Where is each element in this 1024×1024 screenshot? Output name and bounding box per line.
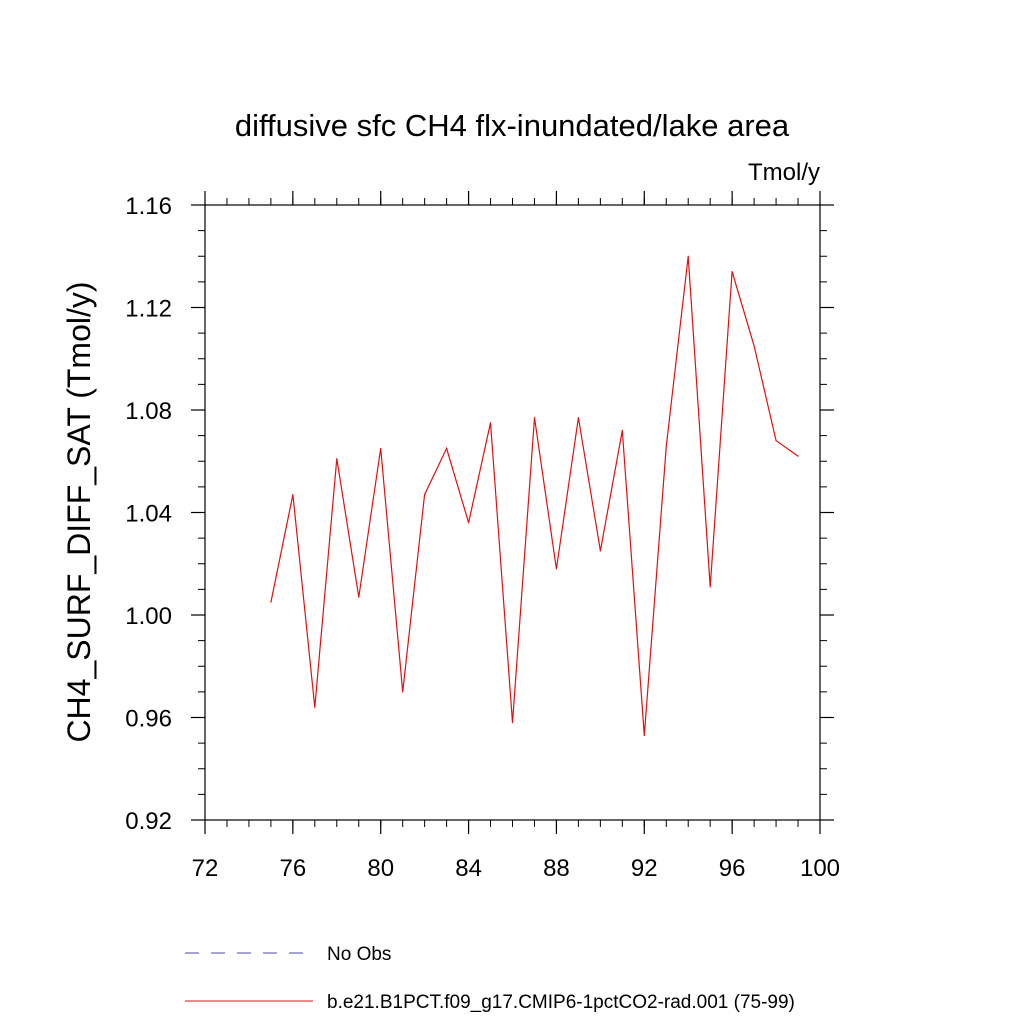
x-tick-label: 92 <box>631 855 658 882</box>
y-tick-label: 1.00 <box>125 603 172 630</box>
data-point <box>467 522 470 524</box>
plot-frame <box>204 204 821 821</box>
legend-label: No Obs <box>327 944 391 965</box>
x-tick-label: 84 <box>455 855 482 882</box>
data-point <box>599 550 601 552</box>
data-point <box>643 734 645 737</box>
y-tick-label: 0.92 <box>125 808 172 835</box>
data-point <box>577 417 579 419</box>
data-point <box>270 601 272 603</box>
x-tick-label: 96 <box>719 855 746 882</box>
data-point <box>533 417 536 419</box>
data-point <box>731 271 733 273</box>
x-tick-label: 72 <box>192 855 219 882</box>
data-point <box>511 722 514 724</box>
y-axis-label: CH4_SURF_DIFF_SAT (Tmol/y) <box>61 281 97 742</box>
series-layer <box>270 255 799 737</box>
data-point <box>621 429 623 432</box>
legend: No Obs b.e21.B1PCT.f09_g17.CMIP6-1pctCO2-… <box>185 944 795 1013</box>
data-point <box>292 493 294 496</box>
data-point <box>314 706 316 708</box>
data-point <box>775 440 777 442</box>
x-axis: 72 76 80 84 88 92 96 100 <box>192 191 840 882</box>
legend-label: b.e21.B1PCT.f09_g17.CMIP6-1pctCO2-rad.00… <box>327 992 795 1013</box>
units-label: Tmol/y <box>748 159 820 186</box>
y-tick-label: 1.04 <box>125 501 172 528</box>
legend-item: b.e21.B1PCT.f09_g17.CMIP6-1pctCO2-rad.00… <box>185 992 795 1013</box>
plot-border <box>204 204 821 821</box>
x-tick-label: 88 <box>543 855 570 882</box>
data-point <box>424 493 426 496</box>
legend-item: No Obs <box>185 944 391 965</box>
data-point <box>753 345 755 347</box>
y-tick-label: 0.96 <box>125 706 172 733</box>
data-point <box>709 586 711 588</box>
data-point <box>336 458 338 460</box>
x-tick-label: 80 <box>367 855 394 882</box>
data-point <box>489 422 492 424</box>
data-point <box>446 447 448 450</box>
y-tick-label: 1.12 <box>125 296 172 323</box>
chart-title: diffusive sfc CH4 flx-inundated/lake are… <box>235 108 790 143</box>
data-point <box>358 596 360 598</box>
y-axis: 0.92 0.96 1.00 1.04 1.08 1.12 1.16 <box>125 193 834 835</box>
data-point <box>797 455 799 457</box>
y-tick-label: 1.16 <box>125 193 172 220</box>
data-point <box>402 691 404 693</box>
x-tick-label: 100 <box>800 855 840 882</box>
y-tick-label: 1.08 <box>125 398 172 425</box>
x-tick-label: 76 <box>280 855 307 882</box>
data-point <box>687 255 689 257</box>
data-point <box>665 445 667 447</box>
data-point <box>555 568 558 570</box>
series-line <box>270 256 799 736</box>
data-point <box>380 447 382 450</box>
